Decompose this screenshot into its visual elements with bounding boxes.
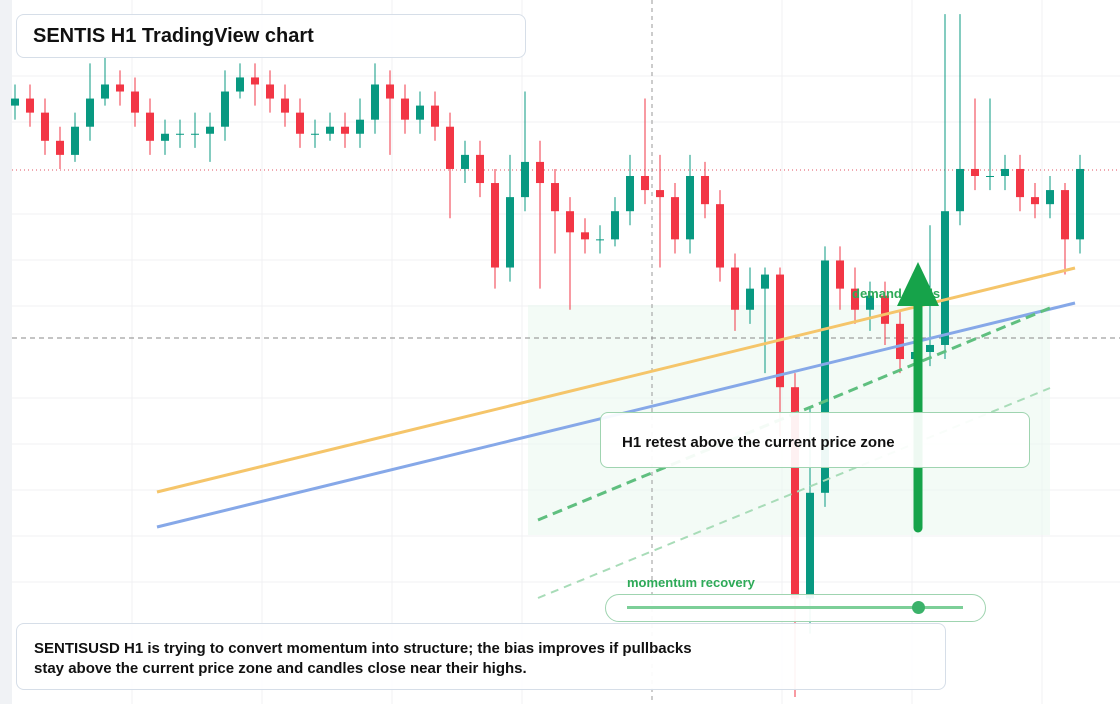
candle-body (221, 91, 229, 127)
candle-body (836, 260, 844, 289)
candle-body (191, 133, 199, 135)
candle-body (461, 154, 469, 169)
candle-body (476, 154, 484, 184)
candle-body (296, 112, 304, 134)
title-box: SENTIS H1 TradingView chart (16, 14, 526, 58)
candle-body (851, 288, 859, 310)
left-strip (0, 0, 12, 704)
candle-body (266, 84, 274, 99)
candle-body (926, 344, 934, 352)
candle-body (731, 267, 739, 310)
candle-body (956, 168, 964, 212)
annotation-text: H1 retest above the current price zone (622, 434, 895, 451)
candle-body (551, 183, 559, 212)
candle-body (386, 84, 394, 99)
candle-body (986, 176, 994, 177)
candle-body (821, 260, 829, 493)
candle-body (236, 77, 244, 92)
candle-body (566, 211, 574, 233)
summary-line: stay above the current price zone and ca… (34, 660, 527, 677)
arrow-head (897, 262, 939, 306)
candle-body (611, 211, 619, 240)
candle-body (626, 176, 634, 212)
candle-body (1061, 190, 1069, 240)
gauge-knob (912, 601, 925, 614)
candle-body (716, 204, 724, 268)
candle-body (806, 492, 814, 599)
candle-body (896, 323, 904, 360)
candle-body (1001, 168, 1009, 176)
candle-body (881, 295, 889, 324)
chart-title: SENTIS H1 TradingView chart (33, 25, 314, 47)
candle-body (1016, 168, 1024, 198)
annotation-box: H1 retest above the current price zone (600, 412, 1030, 468)
candle-body (1046, 190, 1054, 205)
gauge (605, 594, 986, 622)
gauge-label: momentum recovery (627, 575, 755, 590)
grid (12, 0, 1120, 704)
candle-body (431, 105, 439, 127)
candle-body (761, 274, 769, 289)
candle-body (701, 176, 709, 205)
candle-body (26, 98, 34, 113)
candle-body (176, 133, 184, 135)
summary-line: SENTISUSD H1 is trying to convert moment… (34, 640, 692, 657)
candle-body (446, 126, 454, 169)
candle-body (536, 161, 544, 184)
candle-body (581, 232, 589, 240)
gauge-track (627, 606, 963, 609)
candle-body (161, 133, 169, 141)
candle-body (776, 274, 784, 388)
candle-body (866, 295, 874, 310)
candle-body (146, 112, 154, 141)
candle-body (311, 133, 319, 135)
candle-body (341, 126, 349, 134)
candle-body (131, 91, 139, 113)
candle-body (521, 161, 529, 198)
candle-body (686, 176, 694, 240)
candle-body (416, 105, 424, 120)
candle-body (491, 183, 499, 268)
candle-body (1031, 197, 1039, 205)
candle-body (506, 197, 514, 268)
candle-body (251, 77, 259, 85)
candle-body (206, 126, 214, 134)
candle-body (656, 190, 664, 198)
candle-body (86, 98, 94, 127)
candle-body (356, 119, 364, 134)
candle-body (56, 140, 64, 155)
candle-body (11, 98, 19, 106)
candle-body (1076, 168, 1084, 240)
candle-body (671, 197, 679, 240)
candle-body (971, 168, 979, 176)
candle-body (401, 98, 409, 120)
candle-body (791, 387, 799, 599)
candle-body (116, 84, 124, 92)
candle-body (641, 176, 649, 191)
candle-body (41, 112, 49, 141)
candle-body (326, 126, 334, 134)
candle-body (101, 84, 109, 99)
candle-body (371, 84, 379, 120)
candle-body (71, 126, 79, 155)
candle-body (596, 239, 604, 241)
candle-body (746, 288, 754, 310)
summary-box: SENTISUSD H1 is trying to convert moment… (16, 623, 946, 690)
candle-body (941, 211, 949, 345)
candle-body (281, 98, 289, 113)
